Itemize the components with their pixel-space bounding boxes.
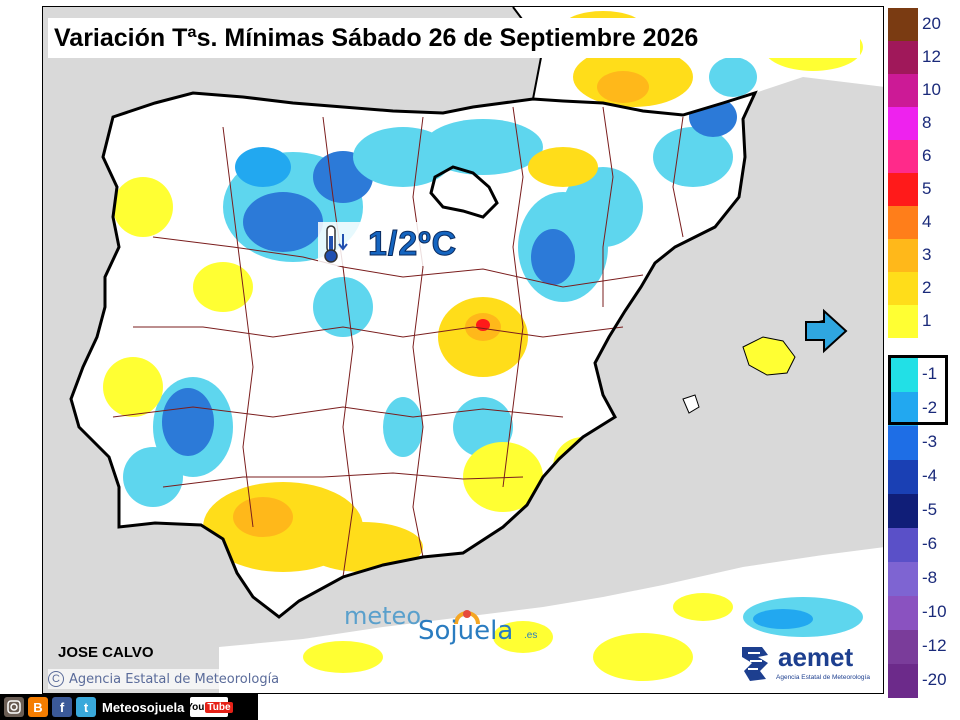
- legend-swatch-positive-8: [888, 272, 918, 305]
- africa-land: [219, 547, 883, 693]
- legend-label-negative-7: -10: [922, 602, 947, 621]
- legend-label-negative-5: -6: [922, 534, 938, 553]
- youtube-you: You: [186, 701, 205, 713]
- blogger-icon[interactable]: B: [28, 697, 48, 717]
- watermark-meteo: meteo: [344, 602, 422, 630]
- anomaly-badge: 1/2ºC: [318, 222, 478, 266]
- legend-swatch-positive-0: [888, 8, 918, 41]
- africa-fields: [303, 593, 863, 681]
- color-legend: 20 12 10 8 6 5 4 3 2 1 -1 -2 -3 -4 -5 -6 -8 -10 -12 -20: [886, 6, 960, 698]
- copyright-icon: C: [48, 671, 64, 687]
- legend-swatch-negative-9: [888, 664, 918, 698]
- thermometer-down-icon: [324, 225, 348, 263]
- legend-swatch-positive-6: [888, 206, 918, 239]
- province-boundaries: [112, 106, 684, 578]
- pyrenees-border: [642, 102, 724, 117]
- legend-swatch-negative-6: [888, 562, 918, 596]
- legend-label-negative-4: -5: [922, 500, 938, 519]
- youtube-icon[interactable]: You Tube: [186, 697, 233, 717]
- legend-label-positive-0: 20: [922, 13, 941, 33]
- arrow-right-icon: [805, 308, 848, 354]
- iberia-map-svg: [69, 7, 883, 693]
- watermark-sojuela: Sojuela: [418, 616, 514, 646]
- credit-text: Agencia Estatal de Meteorología: [69, 671, 280, 687]
- legend-swatch-negative-8: [888, 630, 918, 664]
- legend-label-negative-3: -4: [922, 466, 938, 485]
- legend-swatch-positive-2: [888, 74, 918, 107]
- legend-swatch-negative-4: [888, 494, 918, 528]
- legend-label-positive-1: 12: [922, 46, 941, 66]
- mallorca-island: [742, 336, 796, 376]
- meteosojuela-watermark: meteo Sojuela .es: [342, 598, 552, 648]
- legend-label-negative-6: -8: [922, 568, 938, 587]
- legend-swatch-positive-4: [888, 140, 918, 173]
- anomaly-value: 1/2ºC: [367, 224, 458, 263]
- legend-label-positive-4: 6: [922, 145, 932, 165]
- legend-label-negative-2: -3: [922, 432, 938, 451]
- legend-label-negative-8: -12: [922, 636, 947, 655]
- anomaly-fields: [103, 97, 737, 572]
- legend-label-negative-1: -2: [922, 398, 938, 417]
- legend-label-positive-2: 10: [922, 79, 941, 99]
- coastline: [69, 90, 758, 619]
- aemet-subtitle: Agencia Estatal de Meteorología: [776, 674, 870, 681]
- legend-highlight-box: [888, 355, 948, 425]
- youtube-tube: Tube: [205, 701, 233, 713]
- ibiza-island: [682, 394, 700, 414]
- legend-label-positive-8: 2: [922, 277, 932, 297]
- legend-swatch-positive-1: [888, 41, 918, 74]
- legend-swatch-negative-3: [888, 460, 918, 494]
- facebook-icon[interactable]: f: [52, 697, 72, 717]
- social-handle: Meteosojuela: [102, 699, 185, 715]
- map-title: Variación Tªs. Mínimas Sábado 26 de Sept…: [54, 23, 699, 52]
- instagram-icon[interactable]: [4, 697, 24, 717]
- legend-swatch-negative-0: [888, 358, 918, 392]
- legend-swatch-negative-1: [888, 392, 918, 426]
- anomaly-map: [42, 6, 884, 694]
- aemet-wordmark: aemet: [778, 642, 854, 672]
- legend-label-positive-9: 1: [922, 310, 932, 330]
- author-name: JOSE CALVO: [58, 644, 154, 661]
- legend-swatch-positive-7: [888, 239, 918, 272]
- legend-swatch-negative-5: [888, 528, 918, 562]
- legend-label-positive-5: 5: [922, 178, 932, 198]
- legend-swatch-positive-9: [888, 305, 918, 338]
- aemet-swirl-icon: [742, 647, 768, 681]
- watermark-domain: .es: [524, 630, 538, 641]
- aemet-credit: C Agencia Estatal de Meteorología: [48, 669, 286, 689]
- sun-icon: [454, 610, 480, 625]
- twitter-icon[interactable]: t: [76, 697, 96, 717]
- legend-swatch-negative-7: [888, 596, 918, 630]
- legend-swatch-positive-5: [888, 173, 918, 206]
- legend-label-positive-6: 4: [922, 211, 932, 231]
- social-bar: B f t Meteosojuela You Tube: [0, 694, 258, 720]
- legend-label-positive-3: 8: [922, 112, 932, 132]
- legend-label-negative-9: -20: [922, 670, 947, 689]
- legend-swatch-negative-2: [888, 426, 918, 460]
- aemet-logo: aemet Agencia Estatal de Meteorología: [738, 641, 874, 687]
- la-rioja-outline: [429, 165, 499, 219]
- legend-swatch-positive-3: [888, 107, 918, 140]
- legend-label-negative-0: -1: [922, 364, 938, 383]
- title-box: Variación Tªs. Mínimas Sábado 26 de Sept…: [48, 18, 860, 58]
- legend-label-positive-7: 3: [922, 244, 932, 264]
